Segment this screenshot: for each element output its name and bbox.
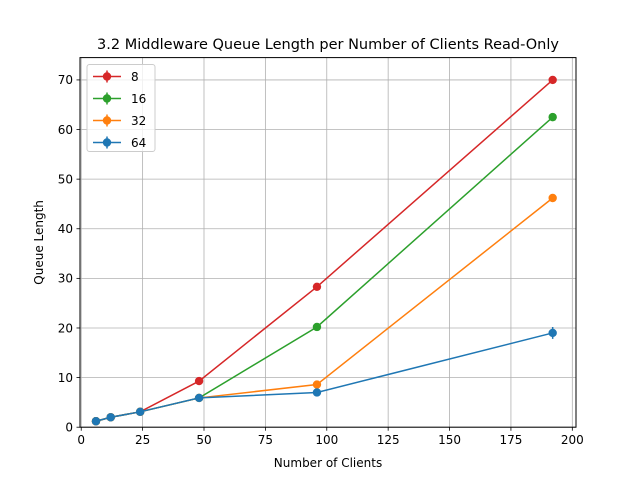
data-point — [312, 322, 322, 332]
data-point — [194, 376, 204, 386]
data-point — [312, 388, 322, 397]
legend-item: 16 — [93, 92, 146, 106]
data-point — [312, 282, 322, 292]
legend-marker — [102, 72, 112, 81]
y-tick-label: 0 — [65, 421, 73, 435]
data-point — [548, 193, 557, 203]
data-point — [312, 380, 322, 389]
legend-label: 32 — [131, 114, 146, 128]
data-point — [106, 413, 115, 422]
data-point — [548, 328, 557, 338]
legend: 8 16 32 64 — [86, 64, 156, 152]
legend-marker — [102, 138, 112, 147]
y-tick-label: 60 — [58, 123, 73, 137]
y-tick-label: 20 — [58, 321, 73, 335]
data-point — [194, 393, 204, 403]
legend-label: 8 — [131, 70, 139, 84]
legend-marker — [102, 94, 112, 103]
y-axis: 0 10 20 30 40 50 60 70 — [58, 73, 80, 435]
x-tick-label: 150 — [438, 433, 461, 447]
x-tick-label: 75 — [258, 433, 273, 447]
x-axis-label: Number of Clients — [274, 456, 382, 470]
data-point — [135, 407, 145, 417]
data-point — [91, 417, 101, 426]
legend-box — [86, 64, 156, 152]
legend-label: 16 — [131, 92, 146, 106]
legend-marker — [102, 116, 112, 125]
legend-item: 32 — [93, 114, 146, 128]
y-tick-label: 30 — [58, 272, 73, 286]
y-tick-label: 70 — [58, 73, 73, 87]
data-point — [548, 75, 557, 85]
x-axis: 0 25 50 75 100 125 150 175 200 — [77, 427, 584, 447]
series-64 — [91, 326, 557, 426]
x-tick-label: 25 — [135, 433, 150, 447]
legend-item: 64 — [93, 136, 146, 150]
x-tick-label: 0 — [77, 433, 85, 447]
chart-title: 3.2 Middleware Queue Length per Number o… — [97, 37, 559, 53]
legend-label: 64 — [131, 136, 146, 150]
x-tick-label: 200 — [561, 433, 584, 447]
x-tick-label: 175 — [499, 433, 522, 447]
legend-item: 8 — [93, 70, 139, 84]
plot-area — [91, 75, 557, 426]
y-tick-label: 40 — [58, 222, 73, 236]
data-point — [548, 112, 557, 122]
x-tick-label: 125 — [377, 433, 400, 447]
y-axis-label: Queue Length — [32, 200, 46, 285]
plot-frame — [79, 57, 577, 428]
y-tick-label: 10 — [58, 371, 73, 385]
y-tick-label: 50 — [58, 172, 73, 186]
x-tick-label: 100 — [315, 433, 338, 447]
x-tick-label: 50 — [196, 433, 211, 447]
